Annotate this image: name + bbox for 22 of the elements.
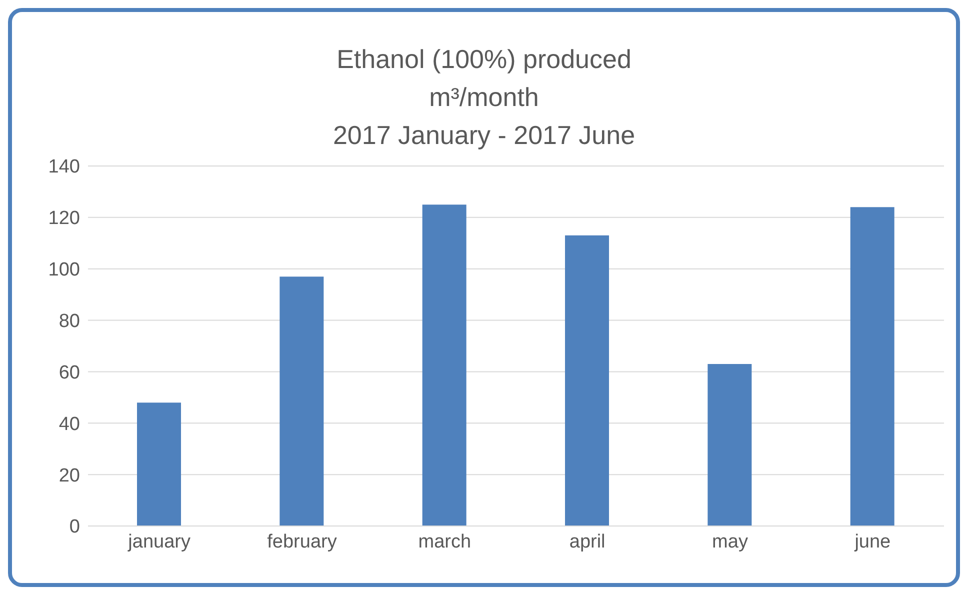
bar [422,204,466,526]
y-tick-label: 120 [48,208,80,230]
chart-subtitle: m³/month 2017 January - 2017 June [332,81,636,152]
bar [565,235,609,526]
y-tick-label: 60 [58,362,80,384]
x-tick-label: april [569,531,606,552]
x-tick-label: march [418,531,472,552]
x-tick-label: january [127,531,191,552]
chart-title: Ethanol (100%) produced [336,43,632,76]
y-tick-label: 100 [48,260,80,281]
bar [850,207,894,526]
x-tick-label: may [712,531,748,552]
y-tick-label: 140 [48,156,80,178]
x-tick-label: february [267,531,338,552]
y-tick-label: 80 [58,311,80,332]
y-tick-label: 40 [58,414,80,435]
bar [708,364,752,526]
bar [280,276,324,526]
y-tick-label: 0 [69,516,80,538]
bar [137,402,181,526]
y-tick-label: 20 [58,465,80,486]
x-tick-label: june [854,531,891,552]
